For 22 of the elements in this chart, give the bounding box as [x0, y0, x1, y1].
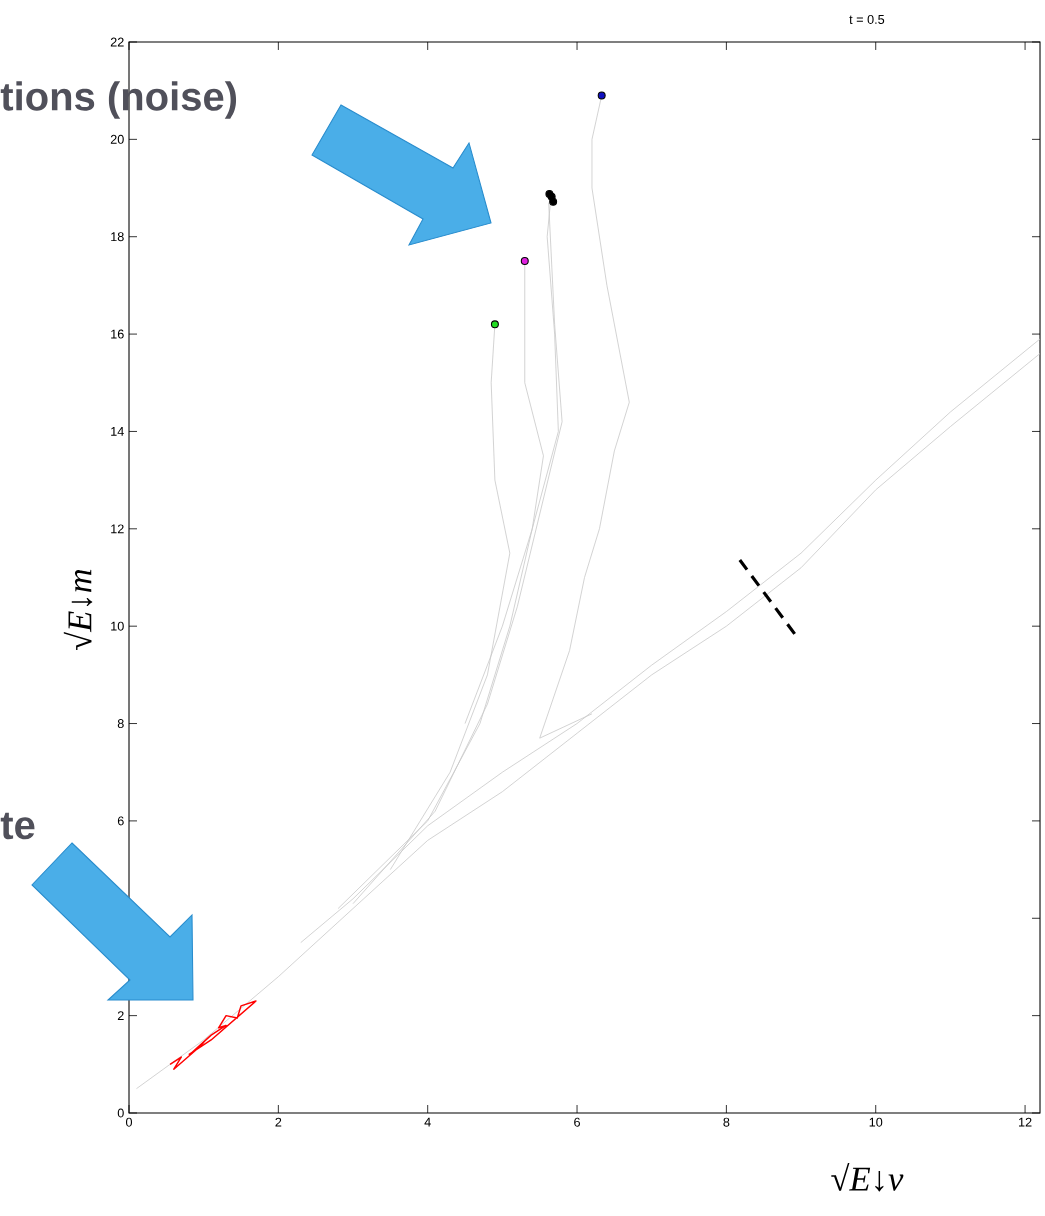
y-tick-label: 14 [111, 427, 124, 436]
y-tick-label: 12 [111, 524, 124, 534]
x-tick-label: 12 [1019, 1117, 1032, 1127]
y-tick-label: 18 [111, 232, 124, 242]
chart-title: t = 0.5 [849, 14, 885, 24]
y-tick-label: 6 [117, 816, 124, 826]
x-tick-label: 8 [723, 1117, 730, 1127]
y-tick-label: 20 [110, 134, 124, 144]
text: te [0, 812, 35, 840]
y-tick-label: 16 [111, 329, 124, 339]
y-tick-label: 2 [117, 1011, 124, 1021]
x-tick-label: 4 [424, 1117, 431, 1127]
y-tick-label: 10 [111, 621, 124, 631]
x-tick-label: 0 [125, 1117, 133, 1127]
x-tick-label: 2 [275, 1117, 282, 1127]
y-axis-title: √E↓m [63, 569, 93, 651]
y-tick-label: 0 [117, 1108, 124, 1118]
x-tick-label: 6 [574, 1117, 580, 1127]
y-tick-label: 8 [117, 719, 124, 729]
y-tick-label: 22 [110, 37, 124, 47]
x-tick-label: 10 [869, 1117, 883, 1127]
x-axis-title: √E↓v [831, 1163, 904, 1192]
